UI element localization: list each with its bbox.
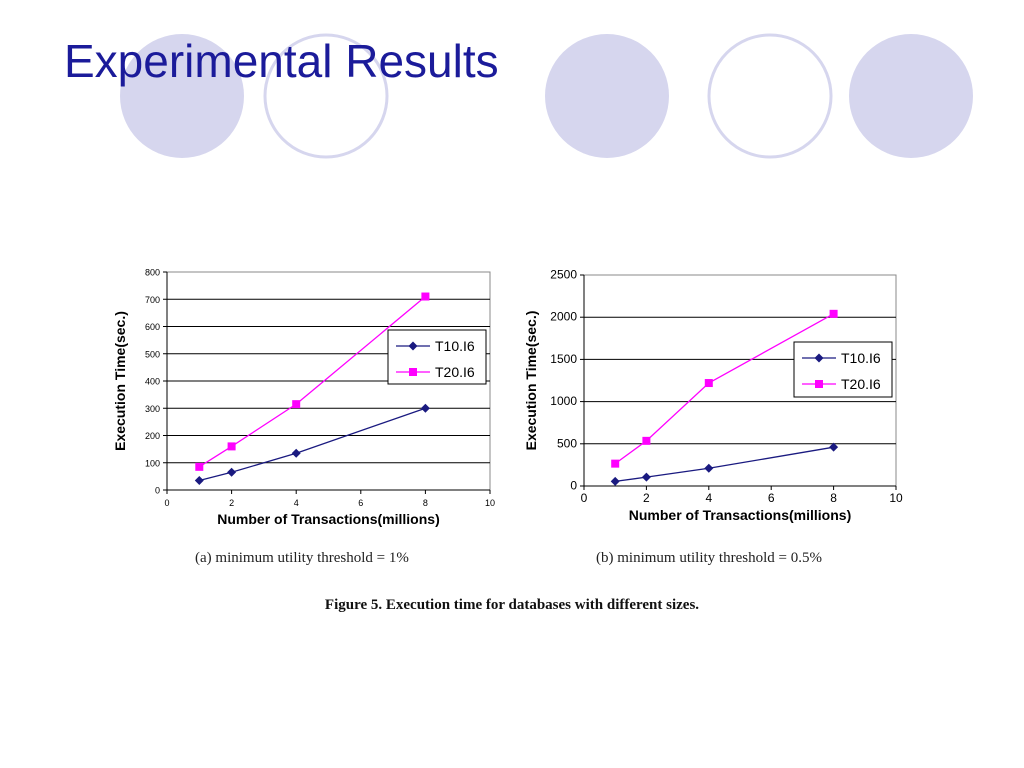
legend-marker — [409, 368, 417, 376]
y-tick-label: 0 — [570, 479, 577, 493]
data-point — [829, 442, 839, 452]
x-tick-label: 8 — [423, 498, 428, 508]
data-point — [420, 403, 430, 413]
series-line-T10.I6 — [615, 446, 834, 483]
x-tick-label: 0 — [164, 498, 169, 508]
y-tick-label: 500 — [557, 436, 577, 450]
data-point — [610, 476, 620, 486]
legend-label: T20.I6 — [435, 364, 475, 380]
data-point — [292, 400, 301, 409]
data-point — [195, 462, 204, 471]
legend-marker — [814, 353, 824, 363]
x-tick-label: 6 — [768, 491, 775, 505]
x-tick-label: 6 — [358, 498, 363, 508]
y-tick-label: 0 — [155, 486, 160, 496]
x-tick-label: 2 — [643, 491, 650, 505]
x-tick-label: 10 — [889, 491, 903, 505]
y-tick-label: 200 — [145, 431, 160, 441]
decor-circle — [263, 33, 389, 159]
chart-b: 0 500 1000 1500 2000 2500 0 2 4 6 8 10 Number of Tra… — [523, 268, 903, 524]
series-line-T10.I6 — [199, 407, 426, 482]
y-tick-label: 2500 — [550, 268, 577, 282]
x-tick-label: 2 — [229, 498, 234, 508]
legend-marker — [408, 341, 418, 351]
data-point — [421, 292, 430, 301]
data-point — [641, 472, 651, 482]
y-axis-label: Execution Time(sec.) — [523, 311, 539, 451]
x-tick-label: 10 — [485, 498, 495, 508]
figure-caption: Figure 5. Execution time for databases w… — [324, 597, 700, 613]
y-tick-label: 100 — [145, 458, 160, 468]
legend-label: T10.I6 — [841, 350, 881, 366]
data-point — [642, 436, 651, 445]
y-tick-label: 2000 — [550, 310, 577, 324]
legend-label: T20.I6 — [841, 376, 881, 392]
decor-circle — [707, 33, 833, 159]
slide-title: Experimental Results — [64, 35, 499, 87]
legend-box — [793, 341, 893, 398]
data-point — [611, 459, 620, 468]
decor-circle — [849, 34, 973, 158]
y-tick-label: 500 — [145, 349, 160, 359]
chart-b-caption: (b) minimum utility threshold = 0.5% — [596, 550, 822, 566]
x-tick-label: 8 — [830, 491, 837, 505]
x-axis-label: Number of Transactions(millions) — [217, 511, 439, 527]
y-tick-label: 400 — [145, 377, 160, 387]
chart-a-caption: (a) minimum utility threshold = 1% — [195, 550, 409, 566]
y-tick-label: 1500 — [550, 352, 577, 366]
data-point — [194, 475, 204, 485]
data-point — [704, 463, 714, 473]
data-point — [704, 379, 713, 388]
series-line-T20.I6 — [198, 296, 426, 468]
x-tick-label: 0 — [581, 491, 588, 505]
y-tick-label: 600 — [145, 322, 160, 332]
x-axis-label: Number of Transactions(millions) — [629, 507, 851, 523]
data-point — [227, 467, 237, 477]
series-line-T20.I6 — [614, 313, 834, 465]
legend-box — [387, 329, 487, 385]
y-tick-label: 1000 — [550, 394, 577, 408]
legend-label: T10.I6 — [435, 338, 475, 354]
x-tick-label: 4 — [294, 498, 299, 508]
data-point — [227, 442, 236, 451]
data-point — [829, 309, 838, 318]
data-point — [291, 448, 301, 458]
y-tick-label: 300 — [145, 404, 160, 414]
decor-circle — [120, 34, 244, 158]
chart-a: 0 100 200 300 400 500 600 700 800 0 2 4 6 8 10 Number o… — [112, 268, 495, 528]
decor-circle — [545, 34, 669, 158]
x-tick-label: 4 — [705, 491, 712, 505]
y-axis-label: Execution Time(sec.) — [112, 311, 128, 451]
y-tick-label: 700 — [145, 295, 160, 305]
decorative-circles — [120, 33, 973, 159]
legend-marker — [815, 380, 823, 388]
y-tick-label: 800 — [145, 268, 160, 278]
